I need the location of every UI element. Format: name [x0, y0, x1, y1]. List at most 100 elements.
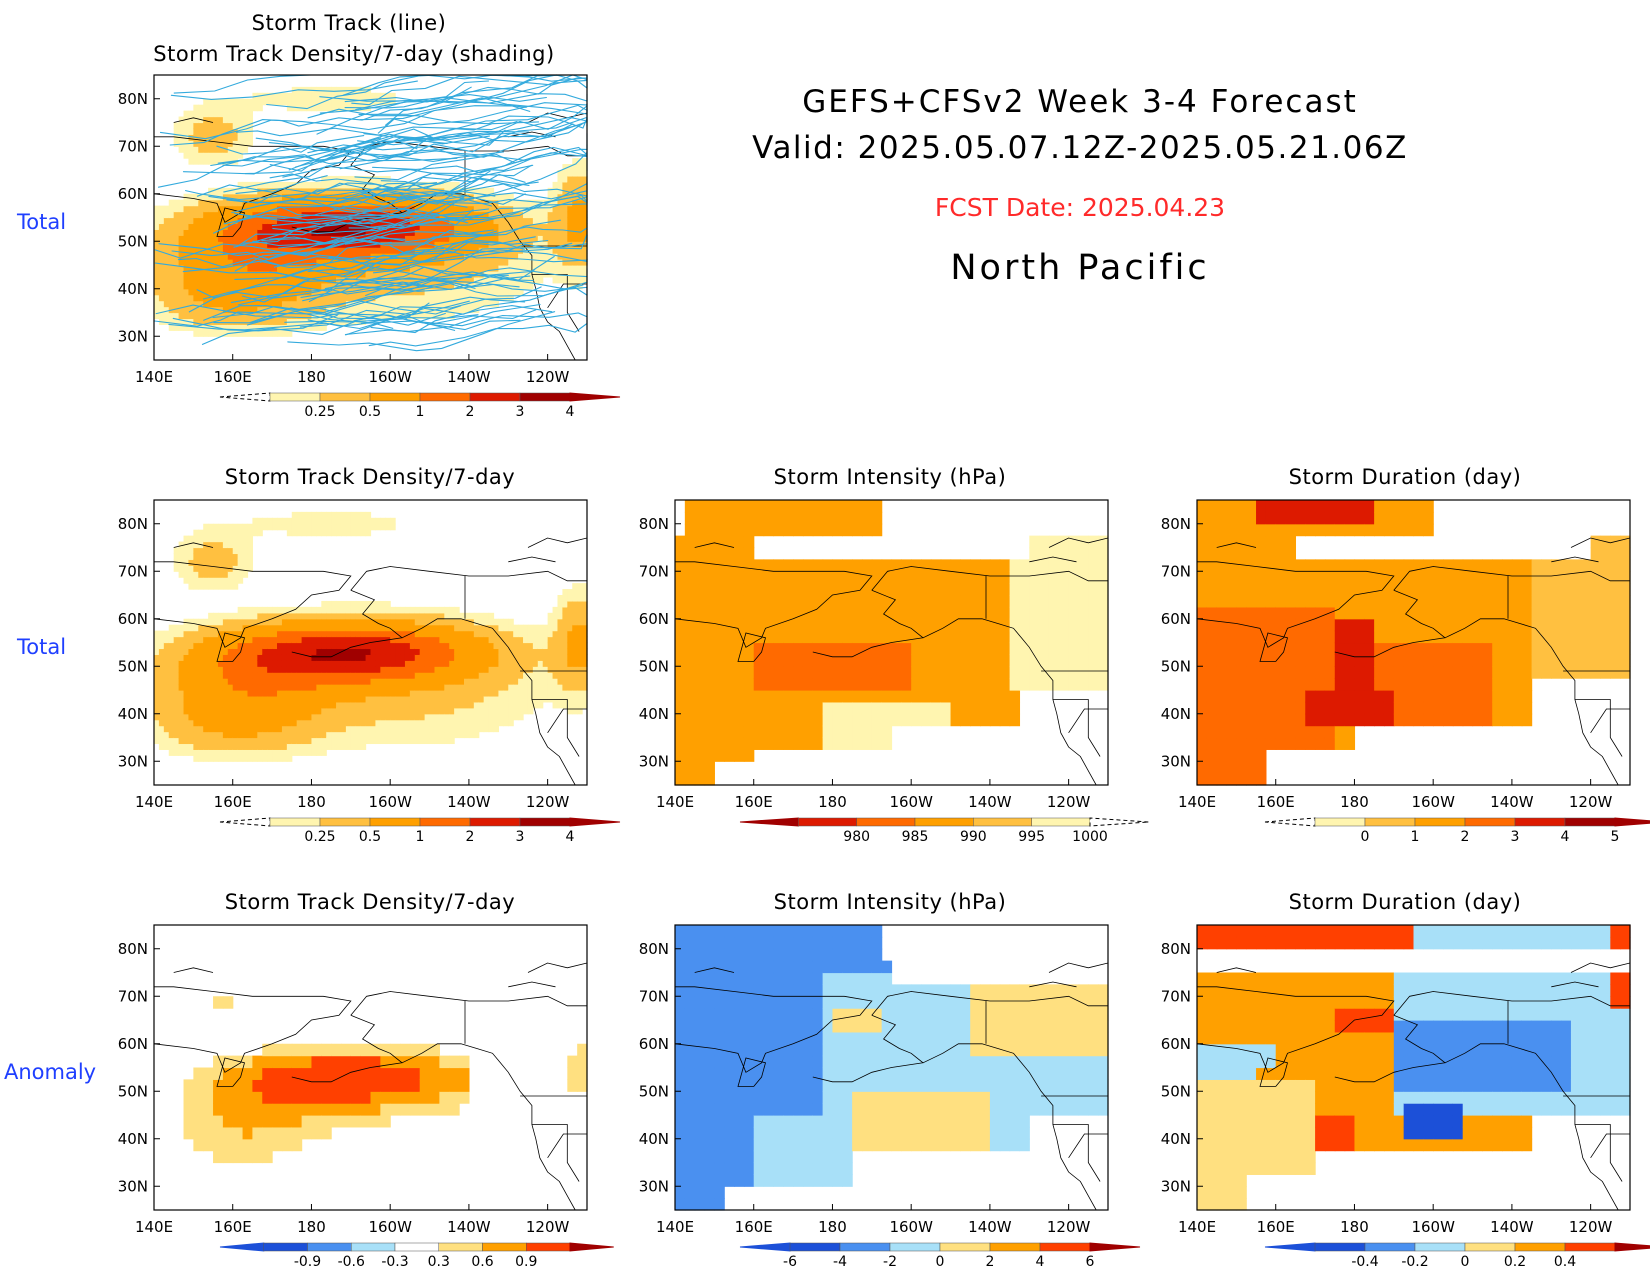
heatmap-cell [208, 223, 214, 230]
heatmap-cell [326, 695, 332, 703]
heatmap-cell [409, 229, 416, 236]
heatmap-cell [262, 672, 268, 679]
heatmap-cell [557, 265, 563, 272]
heatmap-cell [247, 660, 254, 667]
heatmap-cell [360, 300, 367, 308]
heatmap-cell [247, 654, 254, 661]
heatmap-cell [518, 672, 524, 679]
heatmap-cell [404, 199, 411, 207]
heatmap-cell [291, 253, 298, 260]
heatmap-cell [188, 288, 194, 296]
heatmap-cell [444, 606, 450, 614]
heatmap-cell [257, 648, 263, 655]
heatmap-cell [434, 288, 440, 296]
heatmap-cell [168, 294, 175, 302]
heatmap-cell [193, 755, 199, 762]
heatmap-cell [488, 288, 495, 296]
heatmap-cell [527, 223, 534, 230]
heatmap-cell [478, 654, 485, 661]
heatmap-cell [473, 636, 480, 644]
heatmap-cell [272, 695, 278, 703]
heatmap-cell [306, 725, 313, 733]
heatmap-cell [572, 606, 578, 614]
heatmap-cell [429, 707, 436, 715]
heatmap-cell [684, 737, 696, 750]
heatmap-cell [183, 128, 190, 135]
heatmap-cell [217, 134, 224, 141]
heatmap-cell [173, 265, 180, 272]
heatmap-cell [247, 559, 254, 566]
heatmap-cell [365, 690, 372, 697]
heatmap-cell [390, 229, 396, 236]
heatmap-cell [577, 606, 583, 614]
heatmap-cell [178, 229, 185, 236]
heatmap-cell [267, 678, 273, 685]
heatmap-cell [193, 749, 199, 756]
heatmap-cell [537, 636, 544, 644]
heatmap-cell [326, 612, 332, 620]
heatmap-cell [675, 642, 686, 655]
heatmap-cell [439, 713, 445, 721]
heatmap-cell [316, 282, 322, 290]
heatmap-cell [473, 707, 480, 715]
heatmap-cell [326, 205, 332, 213]
heatmap-cell [562, 235, 568, 242]
heatmap-cell [242, 146, 249, 153]
heatmap-cell [291, 737, 298, 745]
heatmap-cell [267, 205, 273, 213]
heatmap-cell [424, 713, 431, 721]
heatmap-cell [262, 294, 268, 302]
storm-track [344, 79, 588, 103]
heatmap-cell [365, 259, 372, 266]
storm-track [344, 231, 482, 245]
heatmap-cell [277, 666, 283, 673]
heatmap-cell [714, 523, 725, 537]
heatmap-cell [694, 666, 706, 679]
heatmap-cell [227, 265, 234, 272]
heatmap-cell [178, 660, 185, 667]
heatmap-cell [291, 684, 298, 691]
heatmap-cell [802, 654, 814, 667]
storm-track [353, 314, 521, 331]
heatmap-cell [267, 624, 273, 632]
heatmap-cell [217, 565, 224, 572]
heatmap-cell [449, 312, 455, 320]
heatmap-cell [537, 211, 544, 219]
heatmap-cell [454, 678, 460, 685]
heatmap-cell [217, 217, 224, 225]
heatmap-cell [360, 648, 367, 655]
colorbar-left-arrow [219, 817, 271, 827]
heatmap-cell [213, 571, 219, 578]
heatmap-cell [277, 654, 283, 661]
heatmap-cell [400, 701, 406, 709]
heatmap-cell [684, 595, 696, 608]
heatmap-cell [724, 523, 735, 537]
heatmap-cell [675, 595, 686, 608]
heatmap-cell [291, 247, 298, 254]
heatmap-cell [232, 719, 239, 727]
heatmap-cell [355, 98, 362, 106]
heatmap-cell [252, 217, 258, 225]
heatmap-cell [380, 654, 386, 661]
heatmap-cell [331, 624, 337, 632]
heatmap-cell [316, 749, 322, 756]
heatmap-cell [537, 624, 544, 632]
heatmap-cell [296, 636, 303, 644]
heatmap-cell [257, 288, 263, 296]
heatmap-cell [459, 294, 465, 302]
heatmap-cell [262, 755, 268, 762]
heatmap-cell [449, 719, 455, 727]
heatmap-cell [286, 294, 293, 302]
heatmap-cell [208, 701, 214, 709]
heatmap-cell [365, 294, 372, 302]
heatmap-cell [281, 241, 288, 248]
coastline [508, 556, 556, 563]
heatmap-cell [380, 737, 386, 745]
heatmap-cell [193, 110, 199, 118]
heatmap-cell [340, 199, 347, 207]
heatmap-cell [385, 654, 391, 661]
heatmap-cell [222, 577, 229, 584]
heatmap-cell [208, 235, 214, 242]
heatmap-cell [198, 618, 204, 626]
heatmap-cell [802, 523, 814, 537]
